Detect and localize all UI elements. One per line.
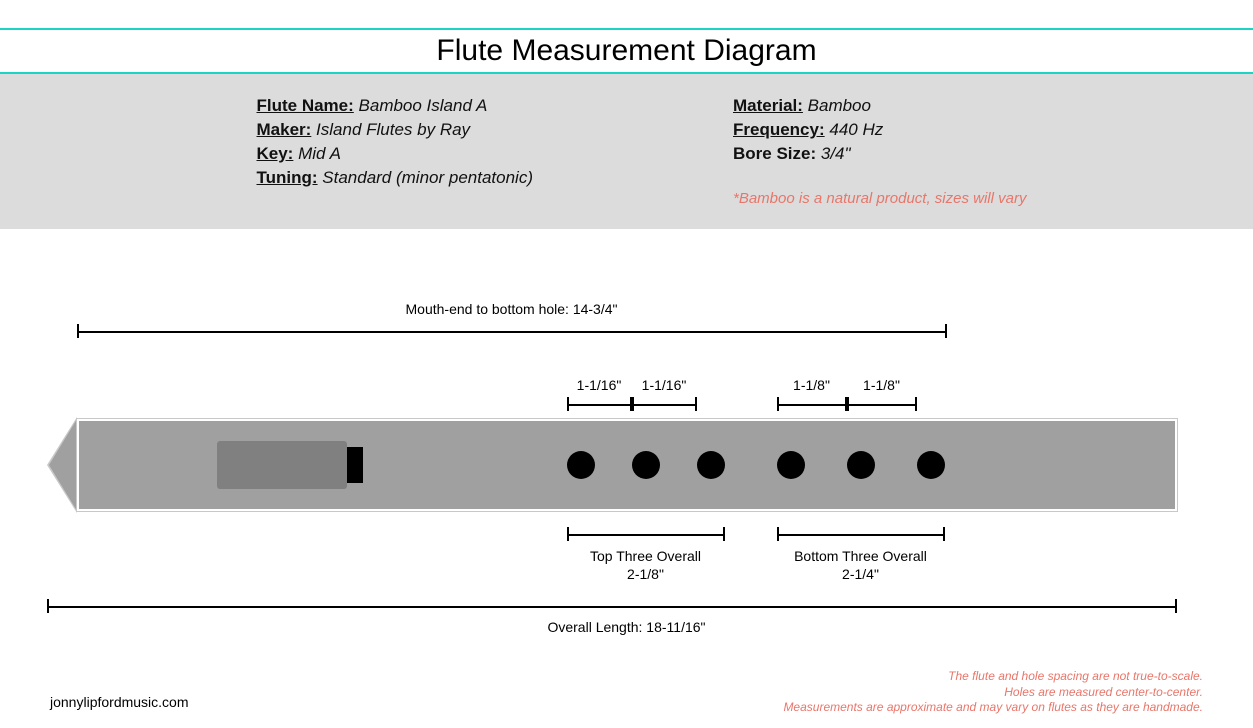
info-label: Material: <box>733 96 803 115</box>
footer-note-line: The flute and hole spacing are not true-… <box>783 669 1203 685</box>
info-panel: Flute Name: Bamboo Island A Maker: Island… <box>0 74 1253 229</box>
footer-notes: The flute and hole spacing are not true-… <box>783 669 1203 716</box>
top-three-value: 2-1/8" <box>627 566 664 582</box>
dim-overall <box>47 599 1177 613</box>
info-value: 3/4" <box>816 144 850 163</box>
title-bar: Flute Measurement Diagram <box>0 28 1253 74</box>
finger-hole <box>697 451 725 479</box>
top-three-text: Top Three Overall <box>590 548 701 564</box>
page-title: Flute Measurement Diagram <box>0 34 1253 68</box>
flute-block <box>217 441 347 489</box>
finger-hole <box>847 451 875 479</box>
info-value: Mid A <box>293 144 341 163</box>
dim-top-three-label: Top Three Overall 2-1/8" <box>547 547 745 583</box>
dim-bottom-three-label: Bottom Three Overall 2-1/4" <box>757 547 965 583</box>
dim-top-gap1-label: 1-1/16" <box>567 377 632 393</box>
footer-note-line: Holes are measured center-to-center. <box>783 685 1203 701</box>
flute-block-edge <box>347 447 363 483</box>
footer-url: jonnylipfordmusic.com <box>50 694 189 710</box>
flute-tip <box>49 419 77 511</box>
info-value: 440 Hz <box>825 120 884 139</box>
dim-bottom-gap2-label: 1-1/8" <box>847 377 917 393</box>
info-label: Bore Size: <box>733 144 816 163</box>
material-note: *Bamboo is a natural product, sizes will… <box>733 190 1026 207</box>
dim-bottom-gap1-label: 1-1/8" <box>777 377 847 393</box>
dim-overall-label: Overall Length: 18-11/16" <box>77 619 1177 635</box>
info-value: Island Flutes by Ray <box>311 120 470 139</box>
bottom-three-value: 2-1/4" <box>842 566 879 582</box>
finger-hole <box>917 451 945 479</box>
info-label: Frequency: <box>733 120 825 139</box>
dim-bottom-three <box>777 527 945 541</box>
info-row: Bore Size: 3/4" <box>733 144 1026 164</box>
bottom-three-text: Bottom Three Overall <box>794 548 927 564</box>
finger-hole <box>777 451 805 479</box>
footer-note-line: Measurements are approximate and may var… <box>783 700 1203 716</box>
info-label: Maker: <box>257 120 312 139</box>
finger-hole <box>632 451 660 479</box>
dim-top-gap1 <box>567 397 632 411</box>
dim-mouth-to-bottom <box>77 324 947 338</box>
info-row: Key: Mid A <box>257 144 534 164</box>
info-value: Bamboo Island A <box>354 96 488 115</box>
dim-bottom-gap1 <box>777 397 847 411</box>
info-value: Standard (minor pentatonic) <box>318 168 533 187</box>
info-value: Bamboo <box>803 96 871 115</box>
dim-top-gap2 <box>632 397 697 411</box>
info-row: Tuning: Standard (minor pentatonic) <box>257 168 534 188</box>
info-row: Material: Bamboo <box>733 96 1026 116</box>
finger-hole <box>567 451 595 479</box>
info-label: Flute Name: <box>257 96 354 115</box>
dim-top-gap2-label: 1-1/16" <box>632 377 697 393</box>
dim-top-three <box>567 527 725 541</box>
info-right-column: Material: Bamboo Frequency: 440 Hz Bore Si… <box>733 96 1026 207</box>
dim-mouth-to-bottom-label: Mouth-end to bottom hole: 14-3/4" <box>77 301 947 317</box>
info-label: Tuning: <box>257 168 318 187</box>
info-left-column: Flute Name: Bamboo Island A Maker: Island… <box>257 96 534 207</box>
info-label: Key: <box>257 144 294 163</box>
dim-bottom-gap2 <box>847 397 917 411</box>
info-row: Flute Name: Bamboo Island A <box>257 96 534 116</box>
diagram: Mouth-end to bottom hole: 14-3/4" 1-1/16… <box>77 269 1177 629</box>
info-row: Maker: Island Flutes by Ray <box>257 120 534 140</box>
info-row: Frequency: 440 Hz <box>733 120 1026 140</box>
